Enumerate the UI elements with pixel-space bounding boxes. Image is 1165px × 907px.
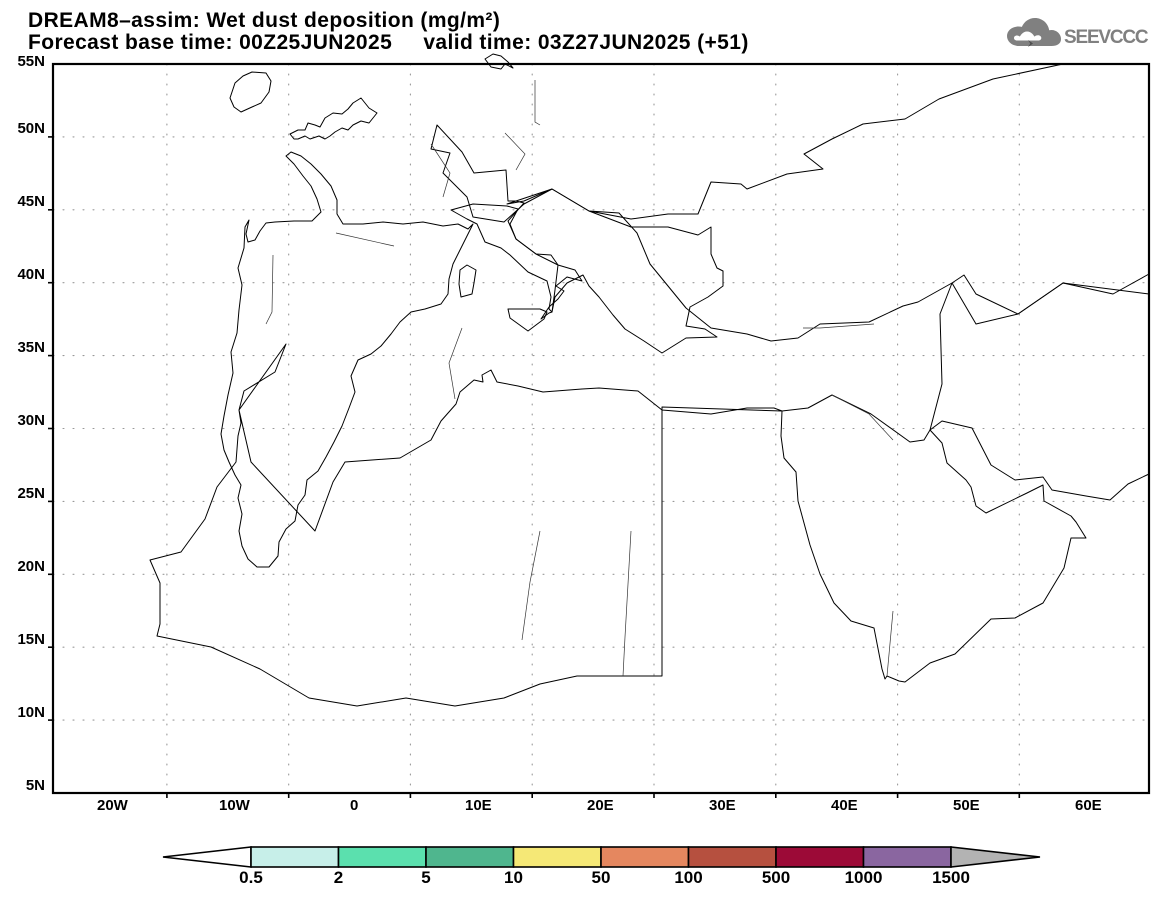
svg-text:SEEVCCC: SEEVCCC [1064, 27, 1149, 48]
